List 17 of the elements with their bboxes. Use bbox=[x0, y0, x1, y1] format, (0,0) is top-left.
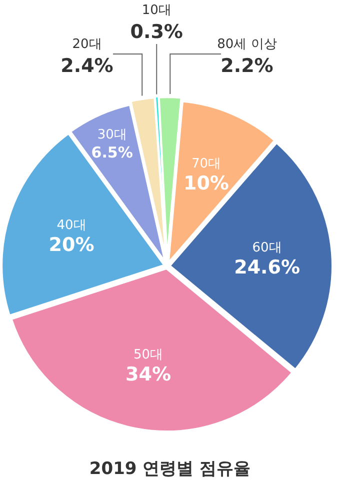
text: 2019 연령별 점유율 bbox=[89, 459, 251, 479]
data-label: 20% bbox=[48, 234, 94, 256]
slice-label: 60대 bbox=[252, 240, 282, 256]
data-label: 0.3% bbox=[130, 21, 183, 43]
slice-label: 40대 bbox=[56, 218, 86, 234]
data-label: 2.4% bbox=[60, 55, 114, 77]
slice-label: 70대 bbox=[191, 156, 222, 172]
slice-label: 80세 이상 bbox=[217, 37, 277, 52]
data-label: 34% bbox=[126, 364, 171, 386]
slice-label: 50대 bbox=[133, 348, 164, 363]
slice-label: 20대 bbox=[72, 37, 102, 52]
data-label: 6.5% bbox=[91, 144, 133, 162]
data-label: 2.2% bbox=[220, 55, 274, 77]
slice-label: 10대 bbox=[142, 3, 172, 18]
data-label: 10% bbox=[183, 172, 229, 195]
slice-label: 30대 bbox=[97, 128, 127, 143]
data-label: 24.6% bbox=[234, 256, 300, 279]
